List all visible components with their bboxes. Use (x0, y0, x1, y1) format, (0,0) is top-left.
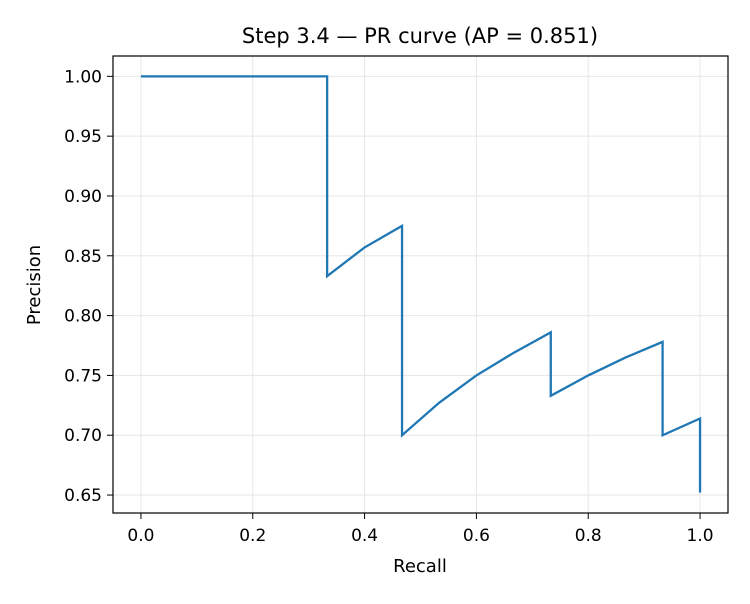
x-tick-label: 0.6 (463, 526, 490, 546)
y-tick-label: 0.95 (64, 127, 102, 147)
x-tick-label: 0.4 (351, 526, 378, 546)
y-tick-label: 0.65 (64, 486, 102, 506)
x-axis-ticks: 0.0 0.2 0.4 0.6 0.8 1.0 (127, 513, 714, 546)
y-tick-label: 0.70 (64, 426, 102, 446)
x-axis-label: Recall (393, 556, 447, 577)
x-tick-label: 1.0 (687, 526, 714, 546)
x-tick-label: 0.0 (127, 526, 154, 546)
y-axis-ticks: 0.65 0.70 0.75 0.80 0.85 0.90 0.95 1.00 (64, 67, 113, 506)
y-tick-label: 0.75 (64, 366, 102, 386)
y-tick-label: 0.85 (64, 247, 102, 267)
plot-area-frame (112, 55, 729, 514)
chart-title: Step 3.4 — PR curve (AP = 0.851) (242, 24, 598, 48)
series-layer (140, 75, 702, 493)
y-axis-label: Precision (24, 245, 45, 325)
y-tick-label: 0.80 (64, 307, 102, 327)
x-tick-label: 0.8 (575, 526, 602, 546)
y-tick-label: 1.00 (64, 67, 102, 87)
pr-curve-line (140, 75, 702, 493)
x-tick-label: 0.2 (239, 526, 266, 546)
y-tick-label: 0.90 (64, 187, 102, 207)
grid-layer (113, 56, 728, 513)
